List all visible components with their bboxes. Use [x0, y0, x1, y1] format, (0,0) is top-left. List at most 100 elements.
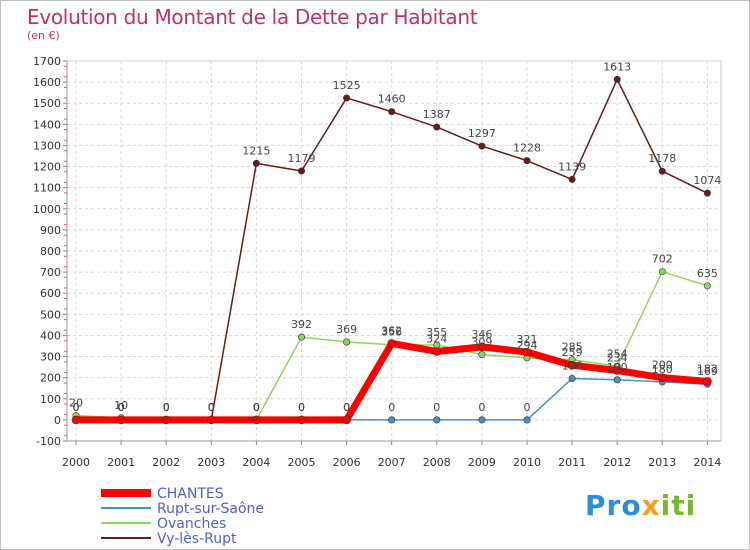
data-label: 356 — [381, 326, 402, 339]
x-tick-label: 2009 — [468, 456, 496, 469]
x-tick-label: 2000 — [62, 456, 90, 469]
data-point — [567, 360, 577, 370]
x-tick-label: 2013 — [648, 456, 676, 469]
legend-label: Vy-lès-Rupt — [157, 531, 237, 547]
data-point — [388, 416, 396, 424]
y-tick-label: 1500 — [33, 97, 61, 110]
data-point — [612, 366, 622, 375]
data-label: 254 — [607, 347, 628, 360]
data-label: 0 — [298, 401, 305, 414]
data-point — [343, 338, 351, 346]
data-label: 0 — [163, 401, 170, 414]
x-tick-label: 2012 — [603, 456, 631, 469]
y-tick-label: 1200 — [33, 161, 61, 174]
data-point — [432, 347, 442, 356]
data-point — [297, 167, 305, 175]
data-label: 0 — [118, 401, 125, 414]
data-point — [297, 333, 305, 341]
data-label: 0 — [253, 401, 260, 414]
data-point — [478, 142, 486, 150]
data-point — [568, 375, 576, 383]
data-label: 180 — [652, 363, 673, 376]
data-point — [433, 123, 441, 131]
data-point — [658, 268, 666, 276]
data-label: 1460 — [378, 93, 406, 106]
y-tick-label: 800 — [40, 245, 61, 258]
y-tick-label: 700 — [40, 266, 61, 279]
x-tick-label: 2007 — [378, 456, 406, 469]
data-point — [568, 175, 576, 183]
data-label: 362 — [381, 324, 402, 337]
data-label: 1178 — [648, 152, 676, 165]
y-axis: -100 0 100 200 300 400 500 600 700 800 900 1000 1100… — [33, 55, 68, 448]
data-label: 0 — [118, 401, 125, 414]
legend-label: Ovanches — [157, 516, 226, 532]
data-label: 392 — [291, 318, 312, 331]
data-label: 309 — [471, 336, 492, 349]
data-label: 0 — [163, 401, 170, 414]
data-point — [388, 108, 396, 116]
data-label: 182 — [697, 362, 718, 375]
y-tick-label: 900 — [40, 224, 61, 237]
chart-title: Evolution du Montant de la Dette par Hab… — [27, 5, 478, 29]
y-tick-label: 100 — [40, 393, 61, 406]
y-tick-label: 1300 — [33, 139, 61, 152]
data-label: 321 — [517, 333, 538, 346]
data-point — [703, 377, 712, 386]
data-label: 0 — [253, 401, 260, 414]
proxiti-logo: Proxiti — [585, 489, 696, 522]
y-tick-label: 1400 — [33, 118, 61, 131]
data-label: 196 — [562, 360, 583, 373]
data-point — [523, 416, 531, 424]
data-label: 702 — [652, 253, 673, 266]
data-label: 1179 — [288, 152, 316, 165]
data-label: 0 — [208, 401, 215, 414]
data-label: 1228 — [513, 142, 541, 155]
data-label: 0 — [298, 401, 305, 414]
x-tick-label: 2002 — [152, 456, 180, 469]
data-point — [252, 159, 260, 167]
x-tick-label: 2004 — [242, 456, 270, 469]
data-label: 1297 — [468, 127, 496, 140]
data-label: 1525 — [333, 79, 361, 92]
y-tick-label: 500 — [40, 308, 61, 321]
x-tick-label: 2003 — [197, 456, 225, 469]
data-label: 0 — [524, 401, 531, 414]
data-label: 294 — [517, 339, 538, 352]
y-tick-label: 1000 — [33, 203, 61, 216]
data-point — [703, 282, 711, 290]
data-label: 20 — [69, 397, 83, 410]
data-label: 234 — [607, 351, 628, 364]
data-label: 259 — [562, 346, 583, 359]
data-label: 0 — [208, 401, 215, 414]
data-label: 635 — [697, 267, 718, 280]
data-point — [343, 94, 351, 102]
legend-label: Rupt-sur-Saône — [157, 501, 264, 517]
data-label: 0 — [433, 401, 440, 414]
data-label: 0 — [163, 401, 170, 414]
y-tick-label: 1100 — [33, 182, 61, 195]
chart-subtitle: (en €) — [27, 29, 60, 42]
data-label: 10 — [114, 399, 128, 412]
data-label: 369 — [336, 323, 357, 336]
x-tick-label: 2008 — [423, 456, 451, 469]
logo-part-1: Pro — [585, 489, 642, 522]
data-point — [613, 75, 621, 83]
data-label: 0 — [73, 401, 80, 414]
data-label: 0 — [73, 401, 80, 414]
data-point — [387, 339, 397, 348]
data-label: 1613 — [603, 60, 631, 73]
y-tick-label: 300 — [40, 351, 61, 364]
data-point — [613, 376, 621, 384]
x-tick-label: 2001 — [107, 456, 135, 469]
data-label: 1139 — [558, 160, 586, 173]
data-label: 0 — [478, 401, 485, 414]
data-point — [297, 415, 306, 425]
grid — [66, 60, 722, 442]
y-tick-label: -100 — [36, 435, 61, 448]
y-tick-label: 600 — [40, 287, 61, 300]
data-label: 0 — [343, 401, 350, 414]
y-tick-label: 1700 — [33, 55, 61, 68]
